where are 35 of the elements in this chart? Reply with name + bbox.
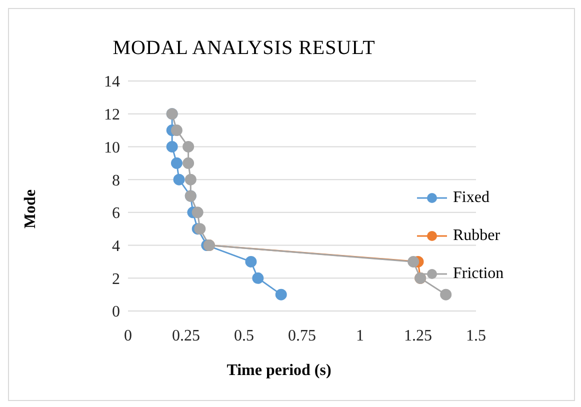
point bbox=[194, 223, 206, 235]
point bbox=[275, 288, 287, 300]
y-tick-label: 14 bbox=[104, 74, 120, 91]
y-tick-label: 4 bbox=[112, 238, 120, 255]
x-axis-title: Time period (s) bbox=[226, 362, 332, 380]
point bbox=[173, 174, 185, 186]
point bbox=[170, 157, 182, 169]
y-tick-label: 12 bbox=[104, 106, 120, 124]
chart-title: MODAL ANALYSIS RESULT bbox=[112, 37, 376, 60]
point bbox=[166, 140, 178, 152]
x-tick-label: 0 bbox=[124, 327, 132, 344]
x-tick-label: 1 bbox=[356, 327, 364, 344]
point bbox=[182, 157, 194, 169]
point bbox=[184, 174, 196, 186]
point bbox=[182, 140, 194, 152]
x-tick-label: 1.25 bbox=[404, 327, 432, 344]
y-tick-label: 10 bbox=[104, 139, 120, 156]
point bbox=[440, 288, 452, 300]
point bbox=[170, 124, 182, 136]
point bbox=[408, 256, 420, 268]
y-tick-label: 2 bbox=[112, 270, 120, 288]
y-axis-title: Mode bbox=[22, 189, 40, 229]
x-tick-label: 0.75 bbox=[288, 327, 316, 344]
x-tick-label: 1.5 bbox=[466, 327, 486, 344]
x-tick-label: 0.5 bbox=[234, 327, 254, 344]
x-tick-label: 0.25 bbox=[172, 327, 200, 344]
legend-label: Fixed bbox=[453, 189, 490, 207]
y-tick-label: 0 bbox=[112, 304, 120, 321]
y-tick-label: 8 bbox=[112, 172, 120, 190]
point bbox=[192, 206, 204, 218]
y-tick-label: 6 bbox=[112, 205, 120, 222]
point bbox=[252, 272, 264, 284]
legend-label: Rubber bbox=[453, 227, 500, 245]
legend-label: Friction bbox=[453, 265, 504, 283]
point bbox=[245, 256, 257, 268]
